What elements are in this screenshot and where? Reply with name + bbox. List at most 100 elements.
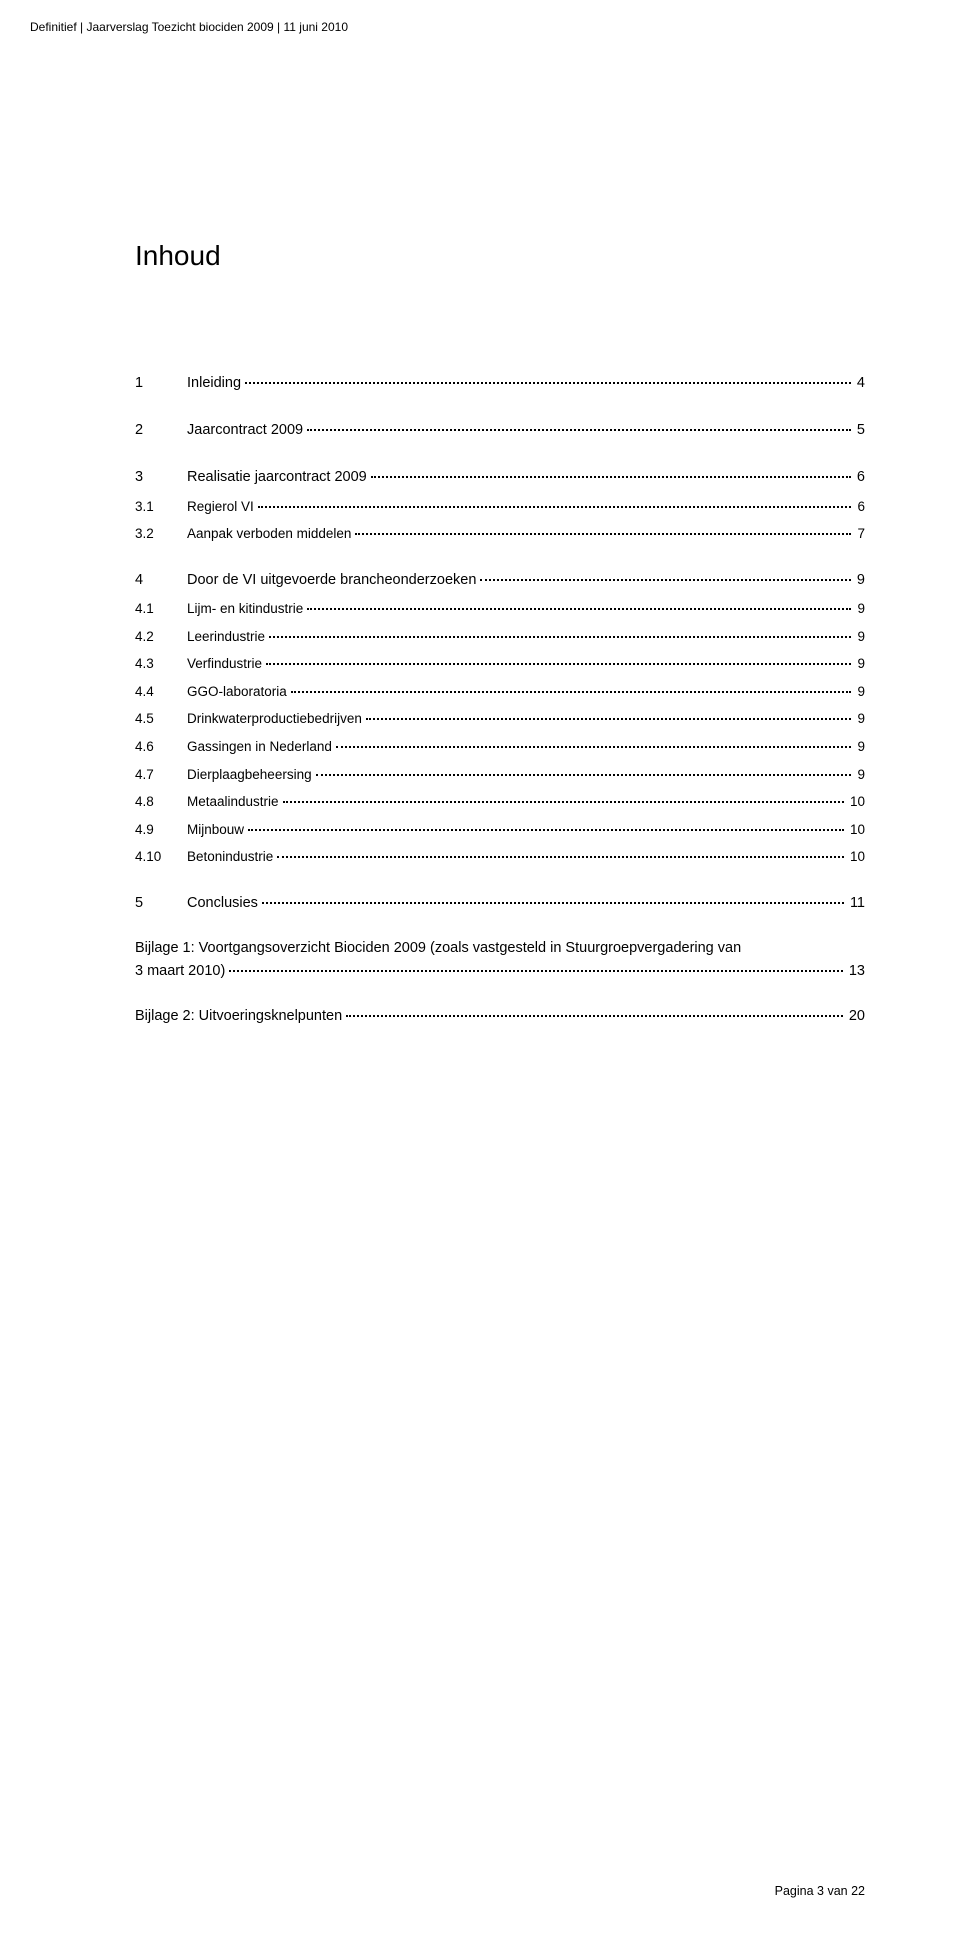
toc-label-wrap: Verfindustrie 9	[187, 653, 865, 675]
toc-label-wrap: Door de VI uitgevoerde brancheonderzoeke…	[187, 569, 865, 592]
toc-page-number: 9	[855, 653, 865, 675]
toc-leader-dots	[283, 801, 844, 803]
toc-label-wrap: Jaarcontract 2009 5	[187, 419, 865, 442]
toc-label: Drinkwaterproductiebedrijven	[187, 708, 362, 730]
toc-number: 4.6	[135, 736, 187, 758]
toc-leader-dots	[307, 429, 851, 431]
toc-leader-dots	[269, 636, 851, 638]
toc-label-wrap: Metaalindustrie 10	[187, 791, 865, 813]
document-header: Definitief | Jaarverslag Toezicht biocid…	[30, 20, 348, 34]
toc-label: Conclusies	[187, 892, 258, 915]
toc-leader-dots	[480, 579, 851, 581]
toc-leader-dots	[307, 608, 851, 610]
toc-leader-dots	[258, 506, 852, 508]
toc-page-number: 9	[855, 736, 865, 758]
toc-page-number: 11	[848, 892, 865, 915]
appendix-2: Bijlage 2: Uitvoeringsknelpunten 20	[135, 1005, 865, 1028]
toc-leader-dots	[316, 774, 852, 776]
toc-label: Door de VI uitgevoerde brancheonderzoeke…	[187, 569, 476, 592]
toc-page-number: 9	[855, 764, 865, 786]
section-title: Inhoud	[135, 240, 865, 272]
toc-leader-dots	[291, 691, 852, 693]
toc-number: 4.1	[135, 598, 187, 620]
toc-page-number: 10	[848, 791, 865, 813]
toc-leader-dots	[229, 970, 843, 972]
toc-number: 5	[135, 892, 187, 915]
toc-number: 4.5	[135, 708, 187, 730]
toc-number: 2	[135, 419, 187, 442]
toc-page-number: 5	[855, 419, 865, 442]
appendix-block: Bijlage 1: Voortgangsoverzicht Biociden …	[135, 937, 865, 1029]
toc-label-wrap: Leerindustrie9	[187, 626, 865, 648]
toc-label-wrap: Conclusies 11	[187, 892, 865, 915]
toc-entry: 2Jaarcontract 2009 5	[135, 419, 865, 442]
toc-label-wrap: Gassingen in Nederland 9	[187, 736, 865, 758]
toc-number: 3.1	[135, 496, 187, 518]
toc-entry: 4.9Mijnbouw10	[135, 819, 865, 841]
toc-entry: 4.10Betonindustrie 10	[135, 846, 865, 868]
appendix-1-line1: Bijlage 1: Voortgangsoverzicht Biociden …	[135, 937, 865, 960]
toc-label-wrap: Inleiding 4	[187, 372, 865, 395]
appendix-1: Bijlage 1: Voortgangsoverzicht Biociden …	[135, 937, 865, 983]
toc-entry: 3Realisatie jaarcontract 20096	[135, 466, 865, 489]
toc-label: Inleiding	[187, 372, 241, 395]
toc-number: 1	[135, 372, 187, 395]
toc-number: 4.2	[135, 626, 187, 648]
toc-entry: 3.2Aanpak verboden middelen7	[135, 523, 865, 545]
toc-number: 4	[135, 569, 187, 592]
toc-number: 4.10	[135, 846, 187, 868]
toc-entry: 4.4GGO-laboratoria 9	[135, 681, 865, 703]
document-page: Definitief | Jaarverslag Toezicht biocid…	[0, 0, 960, 1958]
toc-label-wrap: Realisatie jaarcontract 20096	[187, 466, 865, 489]
toc-entry: 4.6Gassingen in Nederland 9	[135, 736, 865, 758]
toc-label: Gassingen in Nederland	[187, 736, 332, 758]
toc-entry: 4.3Verfindustrie 9	[135, 653, 865, 675]
page-footer: Pagina 3 van 22	[775, 1884, 865, 1898]
toc-number: 4.9	[135, 819, 187, 841]
toc-entry: 5Conclusies 11	[135, 892, 865, 915]
toc-label-wrap: Mijnbouw10	[187, 819, 865, 841]
toc-label-wrap: GGO-laboratoria 9	[187, 681, 865, 703]
appendix-1-page: 13	[847, 960, 865, 983]
toc-entry: 4.2Leerindustrie9	[135, 626, 865, 648]
toc-page-number: 7	[855, 523, 865, 545]
toc-label: Jaarcontract 2009	[187, 419, 303, 442]
table-of-contents: 1Inleiding 4 2Jaarcontract 2009 5 3Realisati…	[135, 372, 865, 915]
toc-leader-dots	[248, 829, 844, 831]
toc-leader-dots	[355, 533, 851, 535]
toc-leader-dots	[262, 902, 844, 904]
toc-entry: 4Door de VI uitgevoerde brancheonderzoek…	[135, 569, 865, 592]
toc-page-number: 9	[855, 626, 865, 648]
toc-page-number: 9	[855, 681, 865, 703]
toc-page-number: 4	[855, 372, 865, 395]
toc-leader-dots	[277, 856, 844, 858]
toc-label: Betonindustrie	[187, 846, 273, 868]
appendix-2-label: Bijlage 2: Uitvoeringsknelpunten	[135, 1005, 342, 1028]
toc-page-number: 6	[855, 466, 865, 489]
toc-label-wrap: Drinkwaterproductiebedrijven 9	[187, 708, 865, 730]
appendix-2-page: 20	[847, 1005, 865, 1028]
toc-number: 4.3	[135, 653, 187, 675]
toc-page-number: 9	[855, 569, 865, 592]
toc-number: 3.2	[135, 523, 187, 545]
toc-page-number: 9	[855, 708, 865, 730]
toc-label: Regierol VI	[187, 496, 254, 518]
toc-label-wrap: Regierol VI 6	[187, 496, 865, 518]
toc-label-wrap: Lijm- en kitindustrie9	[187, 598, 865, 620]
toc-entry: 1Inleiding 4	[135, 372, 865, 395]
toc-leader-dots	[245, 382, 851, 384]
toc-leader-dots	[366, 718, 852, 720]
toc-entry: 4.5Drinkwaterproductiebedrijven 9	[135, 708, 865, 730]
toc-entry: 4.8Metaalindustrie10	[135, 791, 865, 813]
appendix-1-label: 3 maart 2010)	[135, 960, 225, 983]
appendix-1-line2: 3 maart 2010) 13	[135, 960, 865, 983]
toc-entry: 3.1Regierol VI 6	[135, 496, 865, 518]
toc-label: Verfindustrie	[187, 653, 262, 675]
toc-page-number: 9	[855, 598, 865, 620]
toc-page-number: 10	[848, 846, 865, 868]
toc-label-wrap: Dierplaagbeheersing9	[187, 764, 865, 786]
toc-label: GGO-laboratoria	[187, 681, 287, 703]
toc-page-number: 6	[855, 496, 865, 518]
toc-label: Metaalindustrie	[187, 791, 279, 813]
toc-number: 4.4	[135, 681, 187, 703]
